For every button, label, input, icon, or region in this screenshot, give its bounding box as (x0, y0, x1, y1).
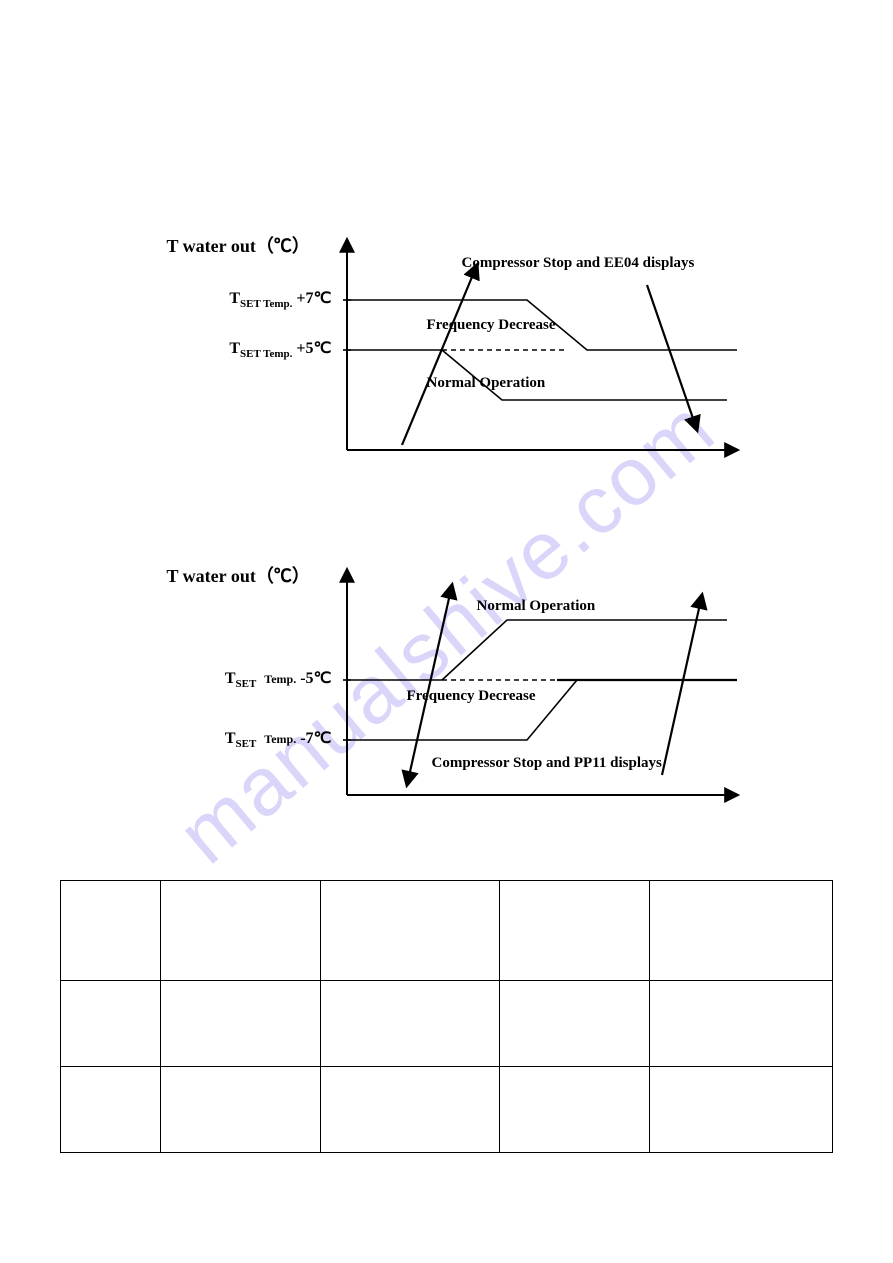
chart1-label-stop: Compressor Stop and EE04 displays (462, 255, 695, 272)
chart1-tick-upper: TSET Temp. +7℃ (152, 288, 332, 310)
chart1-label-normal: Normal Operation (427, 375, 546, 392)
chart-heating: T water out（℃） TSET Temp. -5℃ TSET Temp.… (97, 560, 797, 840)
chart-cooling: T water out（℃） TSET Temp. +7℃ TSET Temp.… (97, 230, 797, 510)
chart2-yaxis-title: T water out（℃） (167, 562, 310, 588)
chart2-tick-upper: TSET Temp. -5℃ (152, 668, 332, 690)
data-table (60, 880, 833, 1153)
chart1-label-decrease: Frequency Decrease (427, 317, 556, 334)
chart2-tick-lower: TSET Temp. -7℃ (152, 728, 332, 750)
chart2-label-stop: Compressor Stop and PP11 displays (432, 755, 662, 772)
table-row (61, 1067, 833, 1153)
chart1-yaxis-title: T water out（℃） (167, 232, 310, 258)
chart2-label-decrease: Frequency Decrease (407, 688, 536, 705)
chart1-tick-lower: TSET Temp. +5℃ (152, 338, 332, 360)
table-row (61, 981, 833, 1067)
chart2-label-normal: Normal Operation (477, 598, 596, 615)
table-row (61, 881, 833, 981)
